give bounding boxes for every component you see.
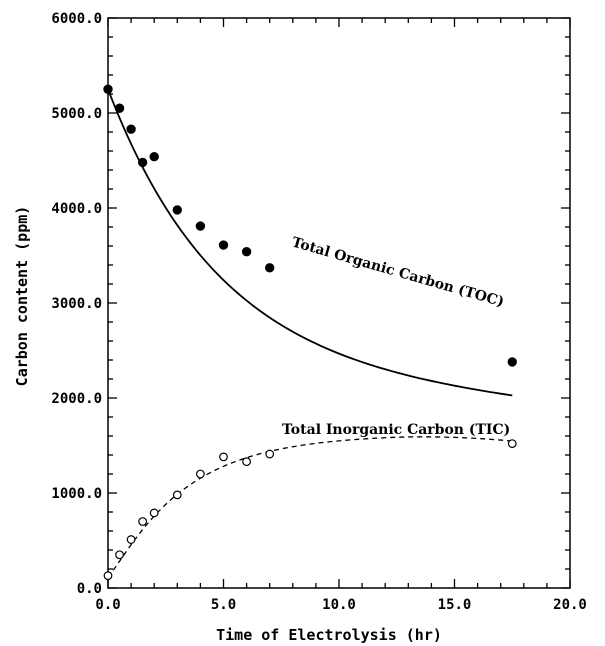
y-axis-label: Carbon content (ppm) (13, 206, 31, 387)
tic-point (115, 550, 124, 560)
tic-point (126, 535, 136, 544)
toc-point (126, 124, 136, 134)
tick-labels: 0.0 5.0 10.0 15.0 20.0 0.0 1000.0 2000.0 3000.0 4… (51, 11, 586, 613)
tic-point (265, 449, 275, 459)
tic-series-label: Total Inorganic Carbon (TIC) (282, 422, 510, 438)
toc-point (114, 103, 125, 113)
x-tick-label: 20.0 (553, 597, 587, 613)
tic-point (195, 469, 205, 479)
tic-point (242, 457, 252, 467)
tic-point (103, 571, 113, 581)
toc-series-label: Total Organic Carbon (TOC) (290, 234, 506, 310)
tic-point (172, 490, 182, 500)
toc-point (507, 357, 517, 367)
toc-point (103, 84, 113, 94)
toc-point (265, 263, 275, 273)
toc-point (172, 205, 183, 215)
toc-point (241, 247, 252, 257)
x-tick-label: 5.0 (211, 597, 236, 613)
toc-point (195, 221, 206, 231)
toc-curve (107, 88, 513, 397)
y-tick-label: 2000.0 (51, 391, 102, 407)
toc-point (137, 157, 148, 168)
x-tick-label: 10.0 (322, 597, 356, 613)
tic-point (219, 452, 228, 462)
y-tick-label: 4000.0 (51, 201, 102, 217)
toc-point (149, 152, 159, 162)
y-tick-label: 6000.0 (51, 11, 102, 27)
y-tick-label: 3000.0 (51, 296, 102, 312)
series-curves (107, 88, 513, 578)
tic-point (507, 439, 517, 449)
tic-point (138, 517, 148, 526)
tic-curve (107, 436, 513, 578)
y-tick-label: 5000.0 (51, 106, 102, 122)
x-axis-label: Time of Electrolysis (hr) (216, 626, 442, 644)
x-tick-label: 0.0 (95, 597, 120, 613)
data-points (103, 84, 517, 581)
y-tick-label: 1000.0 (51, 486, 102, 502)
tic-point (149, 508, 159, 518)
x-tick-label: 15.0 (438, 597, 472, 613)
y-tick-label: 0.0 (77, 581, 102, 597)
axis-ticks (107, 17, 571, 589)
toc-point (218, 240, 229, 250)
